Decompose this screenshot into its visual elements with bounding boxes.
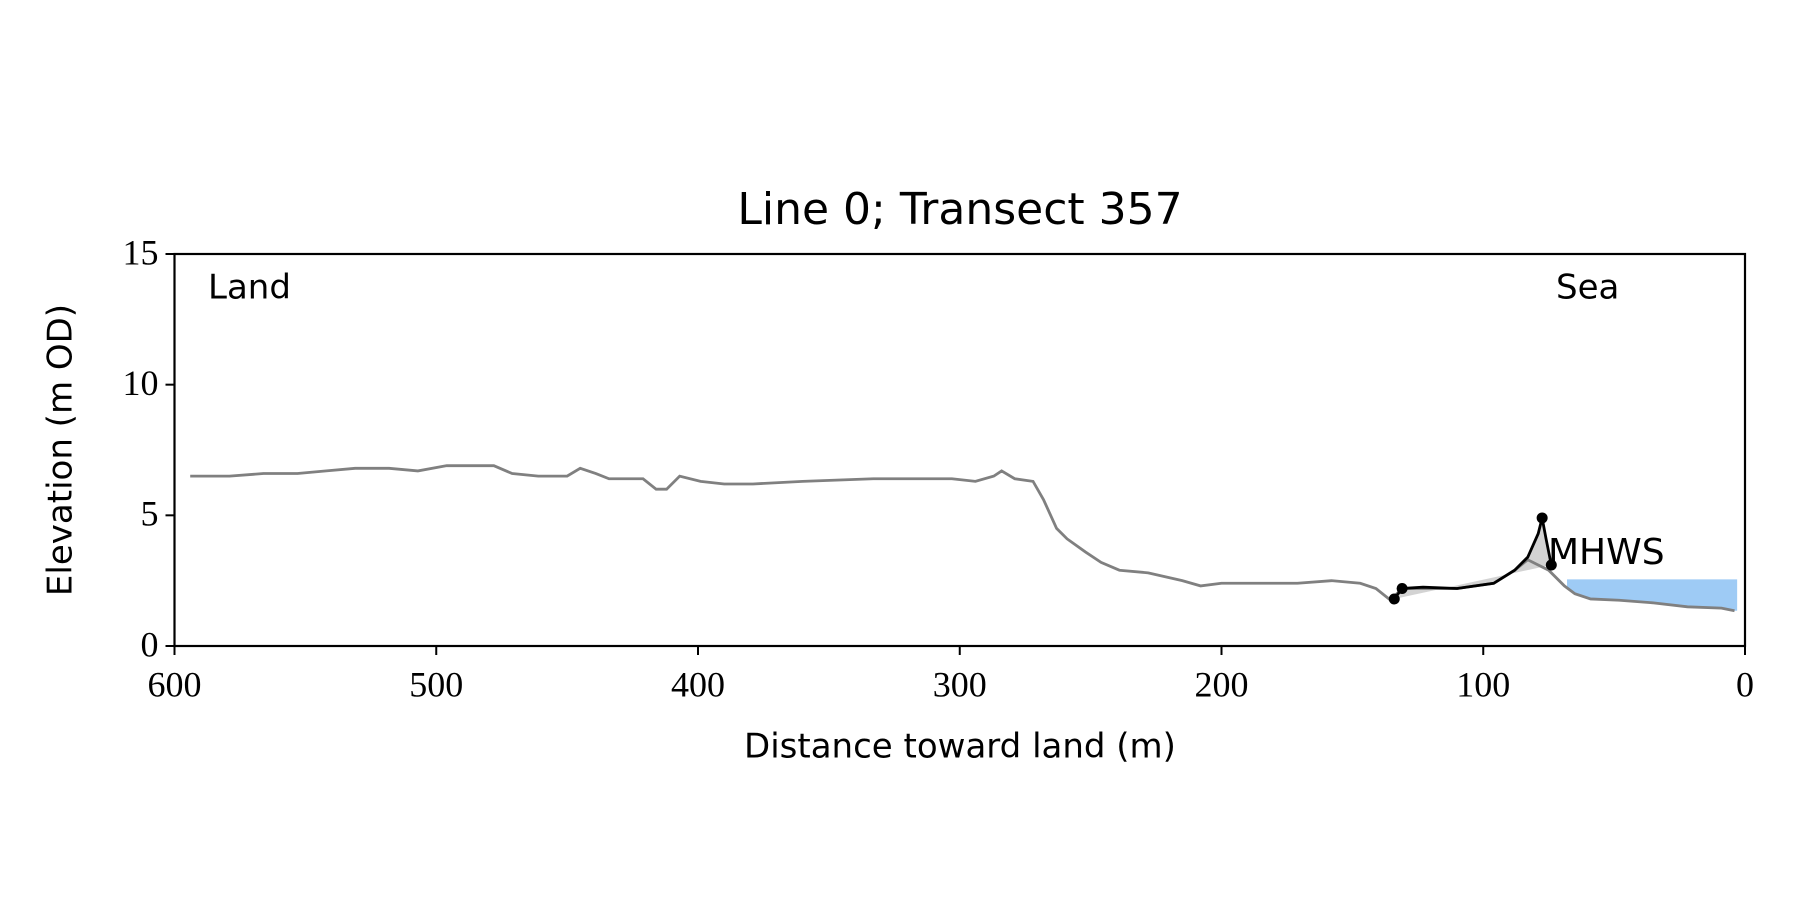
x-tick-label: 200 <box>1195 664 1249 704</box>
annotation: Sea <box>1556 268 1619 308</box>
x-tick-label: 100 <box>1456 664 1510 704</box>
dune-marker <box>1545 559 1557 571</box>
profile-line <box>190 464 1735 613</box>
y-tick-label: 5 <box>141 494 159 534</box>
dune-area <box>1394 517 1552 599</box>
x-tick-label: 600 <box>148 664 202 704</box>
y-tick-label: 10 <box>123 363 159 403</box>
y-tick-label: 0 <box>141 624 159 664</box>
chart-title: Line 0; Transect 357 <box>737 184 1182 235</box>
dune-marker <box>1388 593 1400 605</box>
x-tick-label: 0 <box>1736 664 1754 704</box>
dune-line <box>1393 517 1553 600</box>
x-tick-label: 300 <box>933 664 987 704</box>
dune-marker <box>1536 512 1548 524</box>
plot-frame <box>173 252 1747 648</box>
x-axis-label: Distance toward land (m) <box>744 727 1176 767</box>
annotation: Land <box>208 268 291 308</box>
y-tick-label: 15 <box>123 232 159 272</box>
y-axis-label: Elevation (m OD) <box>41 304 81 596</box>
mhws-label: MHWS <box>1548 532 1665 573</box>
dune-marker <box>1396 583 1408 595</box>
x-tick-label: 400 <box>671 664 725 704</box>
x-tick-label: 500 <box>409 664 463 704</box>
mhws-area <box>1567 579 1738 611</box>
